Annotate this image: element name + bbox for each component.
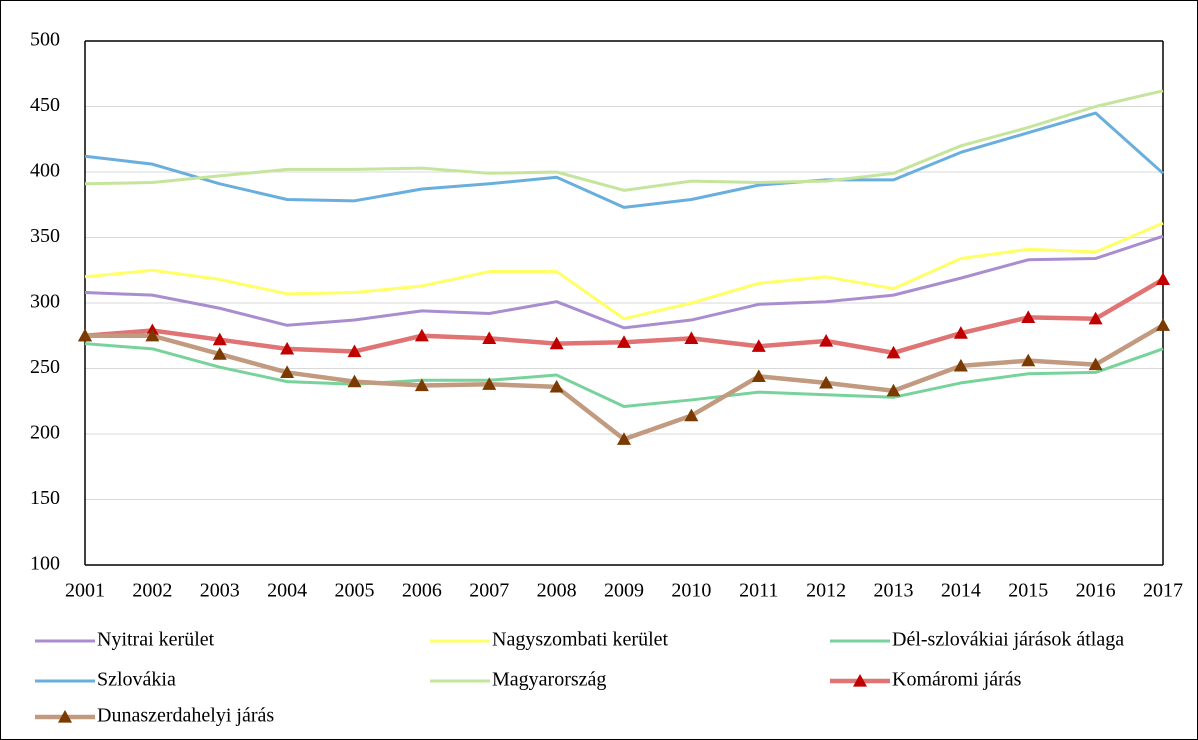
- x-tick-label: 2012: [806, 580, 846, 602]
- data-point: [414, 328, 429, 342]
- legend-marker: [58, 710, 72, 723]
- x-tick-label: 2008: [537, 580, 577, 602]
- series-line: [84, 342, 1164, 408]
- legend-label: Szlovákia: [97, 669, 176, 691]
- x-tick-label: 2017: [1143, 580, 1183, 602]
- y-tick-label: 200: [30, 422, 60, 444]
- data-point: [1021, 310, 1036, 324]
- legend-label: Dél-szlovákiai járások átlaga: [892, 629, 1124, 651]
- data-point: [280, 341, 295, 355]
- data-point: [617, 432, 631, 445]
- legend-label: Magyarország: [492, 669, 606, 691]
- series-line: [84, 89, 1164, 192]
- y-tick-label: 150: [30, 487, 60, 509]
- data-point: [953, 358, 968, 372]
- series-line: [84, 111, 1165, 209]
- x-tick-label: 2015: [1008, 580, 1048, 602]
- x-tick-label: 2006: [402, 580, 442, 602]
- data-point: [212, 347, 227, 360]
- x-tick-label: 2003: [200, 580, 240, 602]
- x-tick-label: 2002: [132, 580, 172, 602]
- data-point: [751, 369, 766, 382]
- series-line: [84, 234, 1164, 330]
- y-tick-label: 250: [30, 356, 60, 378]
- data-point: [1021, 353, 1036, 367]
- legend-marker: [853, 674, 867, 687]
- x-tick-label: 2011: [739, 580, 778, 602]
- y-tick-label: 100: [30, 553, 60, 575]
- y-tick-label: 450: [30, 94, 60, 116]
- y-tick-label: 300: [30, 291, 60, 313]
- y-tick-label: 350: [30, 225, 60, 247]
- x-tick-label: 2001: [65, 580, 105, 602]
- data-point: [819, 375, 834, 389]
- data-point: [886, 345, 901, 359]
- data-point: [886, 383, 901, 397]
- data-point: [1156, 272, 1170, 286]
- data-point: [684, 408, 699, 422]
- data-point: [549, 379, 564, 393]
- x-tick-label: 2013: [874, 580, 914, 602]
- data-point: [684, 331, 699, 344]
- legend-label: Nagyszombati kerület: [492, 629, 668, 651]
- data-point: [347, 344, 362, 358]
- series-line: [84, 221, 1164, 321]
- data-point: [347, 374, 362, 388]
- y-tick-label: 500: [30, 29, 60, 51]
- data-point: [78, 328, 92, 342]
- data-point: [414, 378, 429, 392]
- x-tick-label: 2004: [267, 580, 307, 602]
- x-tick-label: 2016: [1076, 580, 1116, 602]
- legend-label: Komáromi járás: [892, 669, 1022, 691]
- legend-label: Dunaszerdahelyi járás: [97, 705, 274, 727]
- data-point: [953, 326, 968, 339]
- data-point: [482, 377, 497, 390]
- data-point: [482, 331, 497, 344]
- legend-label: Nyitrai kerület: [97, 629, 215, 651]
- data-point: [549, 336, 564, 350]
- x-tick-label: 2007: [469, 580, 509, 602]
- data-point: [145, 328, 160, 342]
- data-point: [1088, 311, 1103, 325]
- data-point: [751, 339, 766, 352]
- y-tick-label: 400: [30, 160, 60, 182]
- data-point: [617, 335, 631, 348]
- data-point: [819, 333, 834, 347]
- data-point: [280, 365, 295, 379]
- data-point: [212, 332, 227, 346]
- data-point: [1156, 318, 1170, 331]
- x-tick-label: 2014: [941, 580, 981, 602]
- data-point: [1088, 357, 1103, 371]
- x-tick-label: 2005: [335, 580, 375, 602]
- x-tick-label: 2009: [604, 580, 644, 602]
- x-tick-label: 2010: [671, 580, 711, 602]
